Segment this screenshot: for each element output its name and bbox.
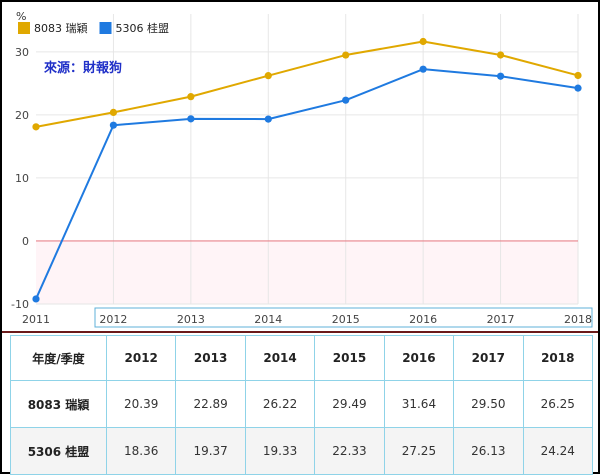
y-tick-label: 10 — [15, 172, 29, 185]
table-header-year: 2014 — [244, 335, 316, 381]
data-point — [32, 295, 40, 303]
x-tick-label: 2014 — [254, 313, 282, 326]
data-point — [109, 121, 118, 129]
table-row: 8083 瑞穎 20.39 22.89 26.22 29.49 31.64 29… — [10, 380, 594, 428]
y-tick-label: 0 — [22, 235, 29, 248]
table-header-row: 年度/季度 2012 2013 2014 2015 2016 2017 2018 — [10, 335, 594, 381]
table-header-year: 2015 — [314, 335, 385, 381]
data-point — [187, 115, 195, 123]
data-point — [574, 71, 582, 80]
data-point — [342, 96, 350, 104]
series-line-1 — [35, 40, 579, 128]
table-cell: 18.36 — [105, 427, 177, 475]
data-point — [187, 93, 195, 101]
data-point — [496, 72, 505, 80]
table-cell: 22.89 — [175, 380, 246, 428]
x-tick-label: 2015 — [332, 313, 360, 326]
negative-region-shade — [36, 240, 578, 304]
x-tick-label: 2011 — [22, 313, 50, 326]
table-cell: 31.64 — [383, 380, 455, 428]
table-header-label: 年度/季度 — [10, 335, 107, 381]
data-point — [574, 84, 582, 92]
series-line-2 — [35, 68, 579, 300]
data-table-wrapper: 年度/季度 2012 2013 2014 2015 2016 2017 2018… — [10, 335, 594, 475]
data-point — [342, 51, 350, 59]
y-tick-label: 20 — [15, 109, 29, 122]
table-row-label: 8083 瑞穎 — [10, 380, 107, 428]
table-row: 5306 桂盟 18.36 19.37 19.33 22.33 27.25 26… — [10, 427, 594, 475]
table-row-label: 5306 桂盟 — [10, 427, 107, 475]
y-tick-label: 30 — [15, 46, 29, 59]
table-header-year: 2013 — [175, 335, 246, 381]
data-point — [419, 65, 427, 73]
table-cell: 26.22 — [244, 380, 316, 428]
y-unit-label: % — [16, 10, 26, 23]
table-cell: 29.50 — [453, 380, 524, 428]
y-tick-label: -10 — [11, 298, 29, 311]
table-cell: 19.37 — [175, 427, 246, 475]
table-cell: 22.33 — [314, 427, 385, 475]
line-chart: -10 0 10 20 30% 2011 2012 2013 2014 2015 2016 2017 2… — [11, 10, 593, 328]
x-tick-label: 2017 — [487, 313, 515, 326]
legend-label: 8083 瑞穎 — [34, 21, 88, 35]
source-annotation: 來源：財報狗 — [44, 60, 122, 76]
legend-label: 5306 桂盟 — [116, 21, 170, 35]
table-cell: 29.49 — [314, 380, 385, 428]
table-cell: 19.33 — [244, 427, 316, 475]
table-cell: 26.13 — [453, 427, 524, 475]
data-point — [419, 37, 427, 46]
table-header-year: 2016 — [383, 335, 455, 381]
data-point — [264, 72, 272, 80]
table-header-year: 2018 — [522, 335, 594, 381]
data-point — [496, 51, 505, 59]
data-table: 年度/季度 2012 2013 2014 2015 2016 2017 2018… — [10, 335, 594, 475]
x-axis-range-box — [94, 307, 593, 328]
table-cell: 20.39 — [105, 380, 177, 428]
data-point — [32, 123, 40, 131]
table-header-year: 2017 — [453, 335, 524, 381]
data-point — [264, 115, 272, 123]
x-tick-label: 2012 — [99, 313, 127, 326]
x-tick-label: 2018 — [564, 313, 592, 326]
table-cell: 26.25 — [522, 380, 594, 428]
table-cell: 24.24 — [522, 427, 594, 475]
legend-swatch — [18, 22, 30, 34]
x-tick-label: 2013 — [177, 313, 205, 326]
data-point — [109, 108, 118, 117]
section-divider — [2, 331, 598, 333]
x-tick-label: 2016 — [409, 313, 437, 326]
legend-swatch — [99, 22, 112, 34]
table-header-year: 2012 — [105, 335, 177, 381]
table-cell: 27.25 — [383, 427, 455, 475]
